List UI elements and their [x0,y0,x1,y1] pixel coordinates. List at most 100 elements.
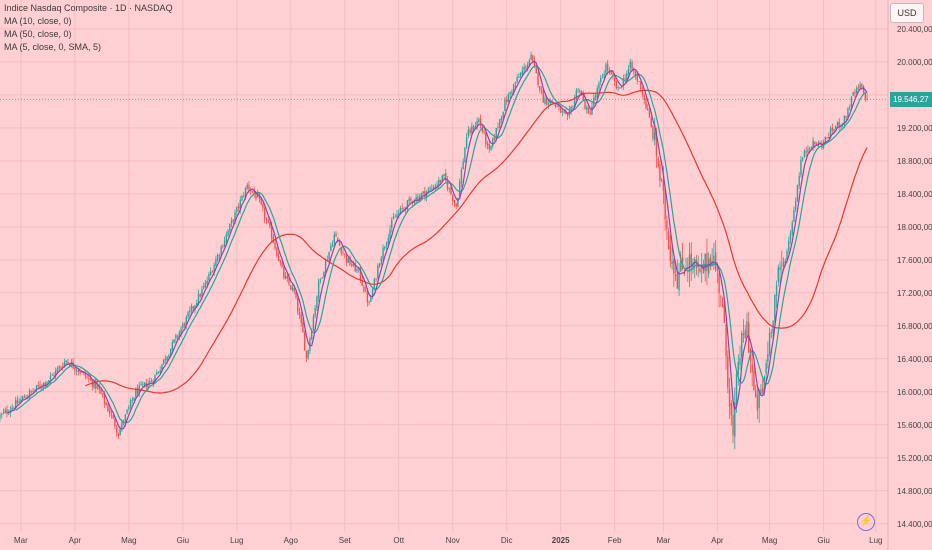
candle-body [209,271,212,275]
candle-body [812,140,814,148]
x-tick-label: Feb [608,536,622,545]
candle-body [185,316,188,326]
candle-body [302,322,304,333]
y-tick-label: 16.000,00 [897,388,932,397]
candle-body [645,99,647,109]
candle-body [464,147,466,162]
candle-body [673,260,675,274]
candle-body [751,363,753,373]
x-tick-label: Ott [393,536,404,545]
candle-body [577,89,579,91]
candle-body [530,54,532,60]
candle-body [622,78,625,87]
candle-body [492,137,494,147]
candle-body [236,207,238,212]
candle-body [448,188,450,189]
candle-body [526,64,529,68]
currency-button[interactable]: USD [890,3,924,23]
candle-body [674,275,677,276]
candle-body [566,114,569,116]
candle-body [664,188,666,220]
candle-body [262,203,264,209]
candle-body [16,399,19,404]
candle-body [239,200,241,210]
candle-body [469,129,471,134]
candle-body [709,257,712,267]
candle-body [582,95,584,100]
candle-body [392,216,395,220]
price-axis[interactable]: 14.400,00 14.800,00 15.200,00 15.600,00 16.0… [887,0,932,550]
candle-body [427,189,430,192]
candle-body [579,90,581,93]
candle-body [556,106,558,107]
time-axis[interactable]: Mar Apr Mag Giu Lug Ago Set Ott Nov Dic 2025 Feb Mar… [14,536,882,545]
candle-body [516,77,518,83]
candle-body [117,433,120,436]
candle-body [14,400,17,409]
candle-body [429,188,431,190]
candle-body [107,404,109,412]
candle-body [267,219,269,223]
candle-body [324,261,327,273]
candle-body [572,106,574,107]
candle-body [643,95,645,101]
candlestick-series [0,51,868,450]
x-tick-label: Lug [869,536,882,545]
candle-body [485,132,487,145]
candle-body [93,380,95,388]
candle-body [605,64,607,74]
candle-body [788,240,790,250]
candle-body [808,148,811,150]
candle-body [344,253,346,255]
candle-body [754,390,757,397]
x-tick-label: Mar [14,536,28,545]
candle-body [620,86,623,88]
candle-body [389,229,391,239]
candle-body [194,305,196,310]
candle-body [333,234,336,244]
candle-body [424,191,426,197]
candle-body [782,261,785,267]
candle-body [814,141,816,145]
lightning-icon[interactable]: ⚡ [857,513,875,531]
candle-body [131,399,134,401]
candle-body [836,121,839,126]
candle-body [28,390,31,397]
candle-body [37,385,40,387]
candle-body [732,414,734,436]
candle-body [67,361,69,364]
candle-body [105,402,107,406]
candle-body [678,271,680,291]
candle-body [446,180,449,189]
candle-body [613,77,616,82]
candle-body [337,237,339,242]
candle-body [182,323,184,328]
candle-body [695,259,698,269]
candle-body [519,73,522,76]
candle-body [431,188,433,190]
candle-body [514,82,517,85]
candle-body [763,376,766,394]
y-tick-label: 18.800,00 [897,157,932,166]
candle-body [354,263,356,272]
candle-body [565,111,567,115]
candle-body [462,161,464,170]
candle-body [467,129,470,137]
candle-body [777,267,780,282]
candle-body [627,68,630,74]
candle-body [53,374,55,376]
candle-body [829,128,832,139]
chart-title: Indice Nasdaq Composite · 1D · NASDAQ [4,3,173,13]
x-tick-label: Giu [177,536,189,545]
candle-body [720,296,722,298]
candle-body [368,301,370,303]
candle-body [140,384,142,386]
candle-body [761,388,764,393]
candle-body [143,382,146,385]
candle-body [126,410,128,414]
candle-body [366,291,369,303]
candle-body [653,132,656,140]
candle-body [136,387,139,394]
candle-body [237,206,240,208]
